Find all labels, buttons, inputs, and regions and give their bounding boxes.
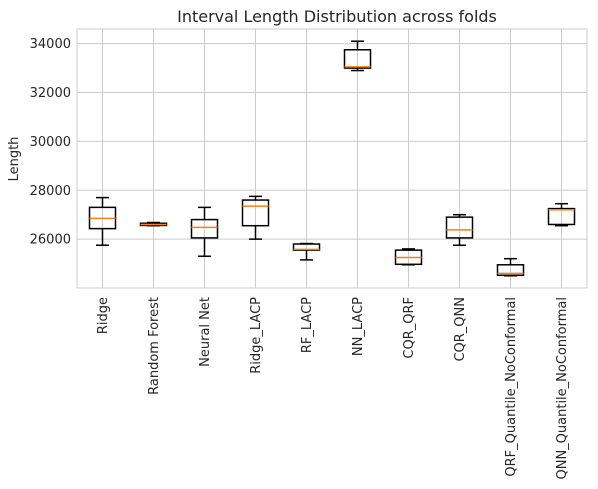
y-tick-label: 26000 xyxy=(30,233,71,248)
grid-layer xyxy=(77,29,587,288)
x-tick-label: NN_LACP xyxy=(351,297,366,356)
x-tick-label: Neural Net xyxy=(198,297,213,367)
y-tick-label: 28000 xyxy=(30,184,71,199)
box-group xyxy=(445,213,474,246)
box-group xyxy=(139,221,168,227)
x-tick-label: RF_LACP xyxy=(300,297,315,353)
iqr-box xyxy=(241,199,270,227)
y-axis-label: Length xyxy=(7,137,22,182)
iqr-box xyxy=(547,207,576,226)
iqr-box xyxy=(496,264,525,277)
box-group xyxy=(190,206,219,257)
y-tick-label: 30000 xyxy=(30,135,71,150)
iqr-box xyxy=(445,216,474,239)
y-tick-label: 32000 xyxy=(30,86,71,101)
iqr-box xyxy=(343,49,372,69)
x-tick-label: Ridge xyxy=(96,297,111,334)
x-tick-label: CQR_QNN xyxy=(453,297,468,362)
box-group xyxy=(88,196,117,246)
chart-title: Interval Length Distribution across fold… xyxy=(177,7,497,26)
x-tick-label: Ridge_LACP xyxy=(249,297,264,374)
box-layer xyxy=(88,40,576,277)
box-group xyxy=(394,248,423,266)
y-tick-label: 34000 xyxy=(30,37,71,52)
box-group xyxy=(343,40,372,72)
tick-layer: 26000 28000 30000 32000 34000 Ridge Random For… xyxy=(30,37,570,479)
box-group xyxy=(292,242,321,261)
x-tick-label: QRF_Quantile_NoConformal xyxy=(504,297,519,477)
x-tick-label: Random Forest xyxy=(147,297,162,395)
iqr-box xyxy=(190,218,219,239)
box-group xyxy=(547,202,576,227)
box-group xyxy=(241,195,270,240)
x-tick-label: CQR_QRF xyxy=(402,297,417,359)
x-tick-label: QNN_Quantile_NoConformal xyxy=(555,297,570,480)
plot-area-frame xyxy=(76,28,588,289)
box-group xyxy=(496,257,525,277)
